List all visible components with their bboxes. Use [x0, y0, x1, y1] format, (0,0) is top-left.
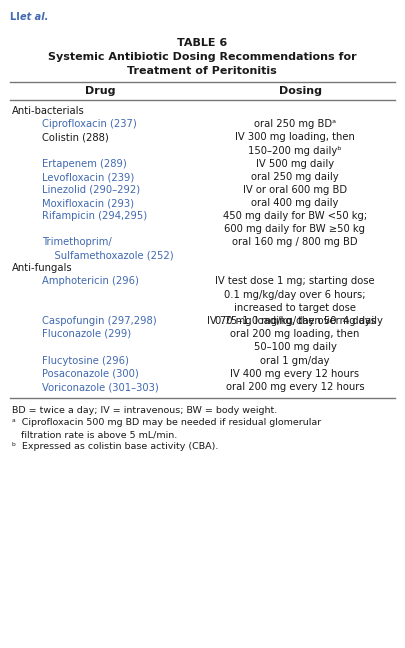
Text: oral 200 mg every 12 hours: oral 200 mg every 12 hours — [226, 382, 364, 392]
Text: IV 500 mg daily: IV 500 mg daily — [256, 159, 334, 169]
Text: Colistin (288): Colistin (288) — [42, 132, 109, 142]
Text: Rifampicin (294,295): Rifampicin (294,295) — [42, 211, 147, 221]
Text: Ciprofloxacin (237): Ciprofloxacin (237) — [42, 119, 137, 129]
Text: Anti-bacterials: Anti-bacterials — [12, 106, 85, 116]
Text: oral 250 mg daily: oral 250 mg daily — [251, 172, 339, 182]
Text: Posaconazole (300): Posaconazole (300) — [42, 369, 139, 379]
Text: Systemic Antibiotic Dosing Recommendations for: Systemic Antibiotic Dosing Recommendatio… — [48, 52, 356, 62]
Text: Caspofungin (297,298): Caspofungin (297,298) — [42, 316, 157, 326]
Text: oral 250 mg BDᵃ: oral 250 mg BDᵃ — [254, 119, 336, 129]
Text: Flucytosine (296): Flucytosine (296) — [42, 356, 129, 366]
Text: oral 1 gm/day: oral 1 gm/day — [260, 356, 330, 366]
Text: 50–100 mg daily: 50–100 mg daily — [254, 343, 337, 353]
Text: ᵇ  Expressed as colistin base activity (CBA).: ᵇ Expressed as colistin base activity (C… — [12, 442, 218, 451]
Text: IV or oral 600 mg BD: IV or oral 600 mg BD — [243, 185, 347, 195]
Text: IV test dose 1 mg; starting dose: IV test dose 1 mg; starting dose — [215, 276, 375, 286]
Text: TABLE 6: TABLE 6 — [177, 38, 227, 48]
Text: filtration rate is above 5 mL/min.: filtration rate is above 5 mL/min. — [12, 430, 177, 439]
Text: oral 200 mg loading, then: oral 200 mg loading, then — [230, 329, 360, 339]
Text: Fluconazole (299): Fluconazole (299) — [42, 329, 131, 339]
Text: IV 70 mg loading, then 50 mg daily: IV 70 mg loading, then 50 mg daily — [207, 316, 383, 326]
Text: 0.1 mg/kg/day over 6 hours;: 0.1 mg/kg/day over 6 hours; — [224, 290, 366, 299]
Text: 600 mg daily for BW ≥50 kg: 600 mg daily for BW ≥50 kg — [224, 224, 365, 235]
Text: Voriconazole (301–303): Voriconazole (301–303) — [42, 382, 159, 392]
Text: Linezolid (290–292): Linezolid (290–292) — [42, 185, 140, 195]
Text: IV 400 mg every 12 hours: IV 400 mg every 12 hours — [230, 369, 360, 379]
Text: BD = twice a day; IV = intravenous; BW = body weight.: BD = twice a day; IV = intravenous; BW =… — [12, 406, 277, 415]
Text: IV 300 mg loading, then: IV 300 mg loading, then — [235, 132, 355, 142]
Text: Anti-fungals: Anti-fungals — [12, 263, 72, 273]
Text: Ertapenem (289): Ertapenem (289) — [42, 159, 127, 169]
Text: Dosing: Dosing — [279, 86, 322, 96]
Text: Treatment of Peritonitis: Treatment of Peritonitis — [127, 66, 277, 76]
Text: Amphotericin (296): Amphotericin (296) — [42, 276, 139, 286]
Text: Sulfamethoxazole (252): Sulfamethoxazole (252) — [42, 250, 174, 260]
Text: Levofloxacin (239): Levofloxacin (239) — [42, 172, 134, 182]
Text: oral 160 mg / 800 mg BD: oral 160 mg / 800 mg BD — [232, 237, 358, 247]
Text: oral 400 mg daily: oral 400 mg daily — [252, 198, 339, 208]
Text: 150–200 mg dailyᵇ: 150–200 mg dailyᵇ — [248, 146, 342, 156]
Text: Drug: Drug — [85, 86, 115, 96]
Text: increased to target dose: increased to target dose — [234, 303, 356, 313]
Text: ᵃ  Ciprofloxacin 500 mg BD may be needed if residual glomerular: ᵃ Ciprofloxacin 500 mg BD may be needed … — [12, 418, 321, 427]
Text: Moxifloxacin (293): Moxifloxacin (293) — [42, 198, 134, 208]
Text: et al.: et al. — [20, 12, 48, 22]
Text: 450 mg daily for BW <50 kg;: 450 mg daily for BW <50 kg; — [223, 211, 367, 221]
Text: LI: LI — [10, 12, 23, 22]
Text: Trimethoprim/: Trimethoprim/ — [42, 237, 112, 247]
Text: 0.75–1.0 mg/kg/day over 4 days: 0.75–1.0 mg/kg/day over 4 days — [215, 316, 375, 327]
